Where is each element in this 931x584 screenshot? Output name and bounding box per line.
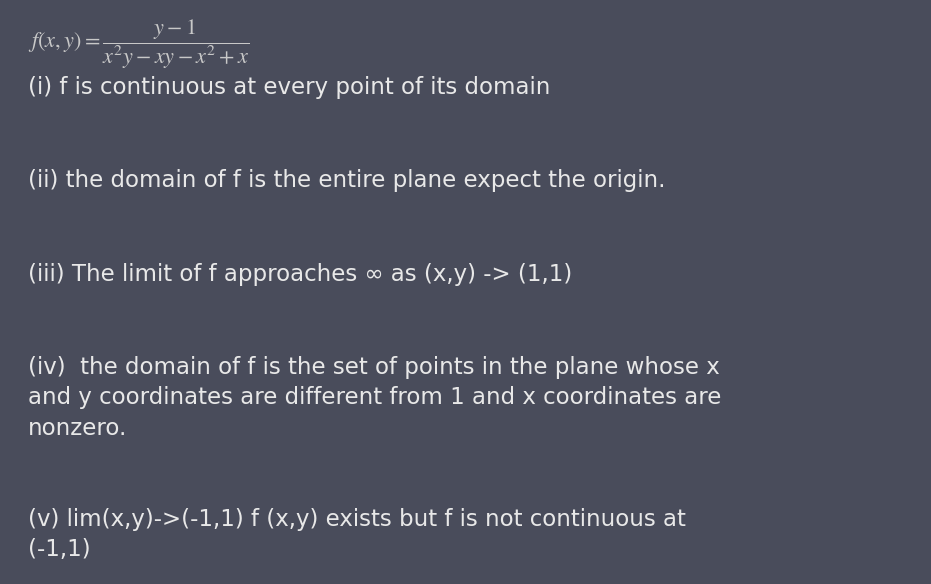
Text: (iii) The limit of f approaches ∞ as (x,y) -> (1,1): (iii) The limit of f approaches ∞ as (x,… [28, 263, 573, 286]
Text: (i) f is continuous at every point of its domain: (i) f is continuous at every point of it… [28, 76, 550, 99]
Text: (ii) the domain of f is the entire plane expect the origin.: (ii) the domain of f is the entire plane… [28, 169, 666, 192]
Text: $f(x, y) = \dfrac{y-1}{x^2y-xy-x^2+x}$: $f(x, y) = \dfrac{y-1}{x^2y-xy-x^2+x}$ [28, 18, 250, 71]
Text: (iv)  the domain of f is the set of points in the plane whose x
and y coordinate: (iv) the domain of f is the set of point… [28, 356, 722, 440]
Text: (v) lim(x,y)->(-1,1) f (x,y) exists but f is not continuous at
(-1,1): (v) lim(x,y)->(-1,1) f (x,y) exists but … [28, 508, 686, 561]
